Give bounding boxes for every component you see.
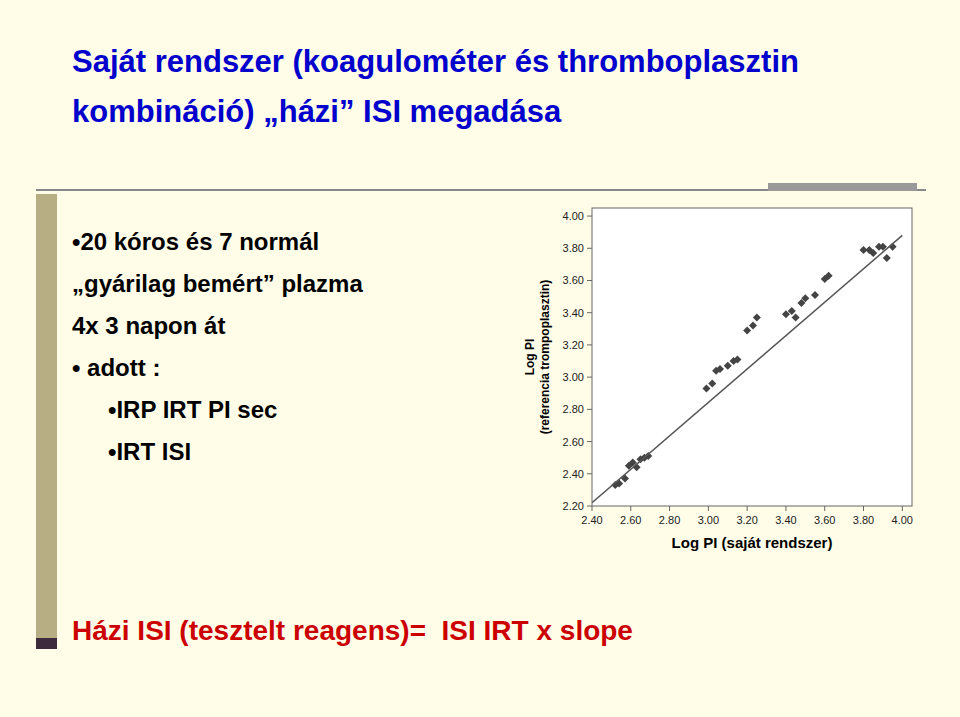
- point: [883, 254, 891, 262]
- x-tick: [902, 506, 903, 511]
- x-tick: [630, 506, 631, 511]
- bullet: „gyárilag bemért” plazma: [72, 270, 363, 297]
- y-tick: [587, 344, 592, 345]
- y-tick-label: 2.40: [563, 468, 584, 480]
- y-tick: [587, 216, 592, 217]
- point: [733, 355, 741, 363]
- bullet: 4x 3 napon át: [72, 312, 225, 339]
- y-tick-label: 2.80: [563, 403, 584, 415]
- y-tick-label: 3.20: [563, 339, 584, 351]
- dark-stripe: [36, 638, 57, 649]
- x-tick-label: 3.60: [814, 514, 835, 526]
- point: [753, 314, 761, 322]
- x-tick-label: 2.40: [581, 514, 602, 526]
- x-tick: [785, 506, 786, 511]
- x-tick-label: 2.80: [659, 514, 680, 526]
- title: kombináció) „házi” ISI megadása: [72, 94, 562, 129]
- x-tick: [669, 506, 670, 511]
- y-tick: [587, 409, 592, 410]
- y-tick: [587, 312, 592, 313]
- y-tick: [587, 248, 592, 249]
- x-tick: [747, 506, 748, 511]
- point: [724, 362, 732, 370]
- y-tick: [587, 280, 592, 281]
- axes: 2.40 2.60 2.80 3.00 3.20 3.40 3.60 3.80 4.00 2.20…: [563, 210, 913, 526]
- y-tick-label: 3.40: [563, 307, 584, 319]
- point: [716, 365, 724, 373]
- bullet: •IRT ISI: [108, 438, 191, 465]
- left-stripe: [36, 194, 57, 649]
- bullet: •IRP IRT PI sec: [108, 396, 277, 423]
- point: [708, 380, 716, 388]
- point: [801, 294, 809, 302]
- y-tick-label: 3.60: [563, 274, 584, 286]
- plot-area: [592, 208, 912, 506]
- point: [743, 326, 751, 334]
- x-tick-label: 3.20: [736, 514, 757, 526]
- bullet: • adott :: [72, 354, 160, 381]
- y-tick: [587, 441, 592, 442]
- point: [811, 291, 819, 299]
- y-tick-label: 2.60: [563, 436, 584, 448]
- x-tick-label: 3.40: [775, 514, 796, 526]
- divider-accent: [768, 183, 917, 191]
- point: [825, 272, 833, 280]
- x-tick: [708, 506, 709, 511]
- y-axis-label-line: Log PI: [523, 339, 537, 376]
- y-tick-label: 3.80: [563, 242, 584, 254]
- point: [702, 384, 710, 392]
- bullet: •20 kóros és 7 normál: [72, 228, 319, 255]
- title: Saját rendszer (koagulométer és thrombop…: [72, 44, 799, 79]
- x-tick: [592, 506, 593, 511]
- y-tick-label: 2.20: [563, 500, 584, 512]
- background: [0, 0, 960, 717]
- x-tick: [824, 506, 825, 511]
- x-tick-label: 3.00: [698, 514, 719, 526]
- slide: Saját rendszer (koagulométer és thrombop…: [0, 0, 960, 717]
- y-tick: [587, 473, 592, 474]
- regression-line: [592, 235, 902, 502]
- point: [788, 307, 796, 315]
- y-tick: [587, 506, 592, 507]
- y-tick-label: 3.00: [563, 371, 584, 383]
- formula: Házi ISI (tesztelt reagens)= ISI IRT x s…: [72, 615, 633, 646]
- y-axis-label: Log PI(referencia trompoplasztin): [523, 280, 552, 435]
- point: [792, 314, 800, 322]
- y-tick: [587, 377, 592, 378]
- point: [749, 322, 757, 330]
- point: [615, 479, 623, 487]
- y-axis-label-line: (referencia trompoplasztin): [538, 280, 552, 435]
- data: [592, 235, 902, 502]
- x-tick-label: 3.80: [853, 514, 874, 526]
- x-axis-label: Log PI (saját rendszer): [672, 534, 833, 551]
- x-tick-label: 4.00: [892, 514, 913, 526]
- point: [869, 249, 877, 257]
- x-tick: [863, 506, 864, 511]
- y-tick-label: 4.00: [563, 210, 584, 222]
- x-tick-label: 2.60: [620, 514, 641, 526]
